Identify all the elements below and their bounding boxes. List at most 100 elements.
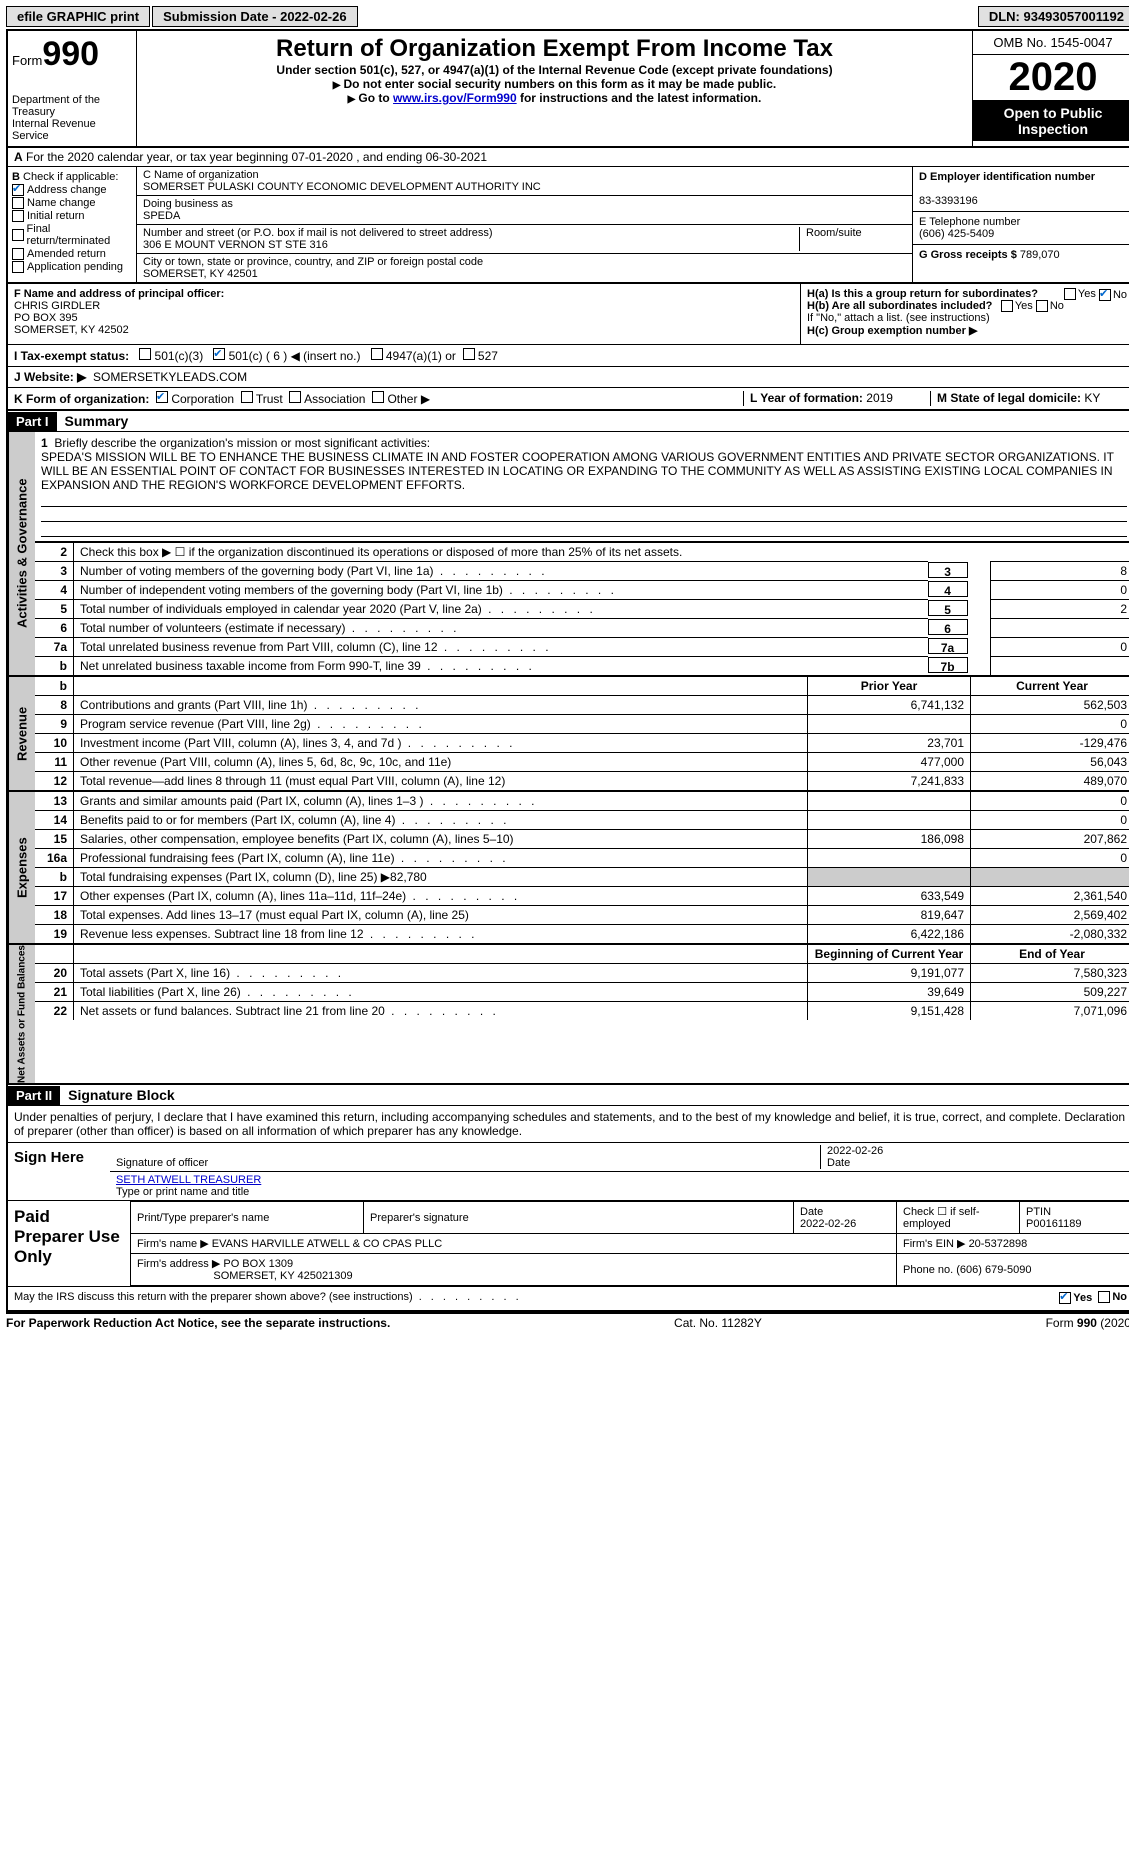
form-title: Return of Organization Exempt From Incom… xyxy=(141,35,968,63)
hb-yes[interactable] xyxy=(1001,300,1013,312)
r10: Investment income (Part VIII, column (A)… xyxy=(74,734,808,753)
r17py: 633,549 xyxy=(808,887,971,906)
q4v: 0 xyxy=(991,581,1129,600)
q3: Number of voting members of the governin… xyxy=(74,562,928,581)
officer-name-title[interactable]: SETH ATWELL TREASURER xyxy=(116,1174,261,1186)
r12: Total revenue—add lines 8 through 11 (mu… xyxy=(74,772,808,791)
instruct1: Do not enter social security numbers on … xyxy=(343,77,776,91)
r16apy xyxy=(808,849,971,868)
activities-section: Activities & Governance 1 Briefly descri… xyxy=(6,432,1129,677)
l-label: L Year of formation: xyxy=(750,391,863,405)
checkbox-amended[interactable] xyxy=(12,248,24,260)
discuss-yes[interactable] xyxy=(1059,1292,1071,1304)
4947a1: 4947(a)(1) or xyxy=(386,349,456,363)
r21: Total liabilities (Part X, line 26) xyxy=(74,983,808,1002)
prep-name-label: Print/Type preparer's name xyxy=(131,1202,364,1234)
submission-date: Submission Date - 2022-02-26 xyxy=(152,6,358,27)
chk-other[interactable] xyxy=(372,391,384,403)
checkbox-final[interactable] xyxy=(12,229,24,241)
street: 306 E MOUNT VERNON ST STE 316 xyxy=(143,239,328,251)
instruct2-post: for instructions and the latest informat… xyxy=(517,91,762,105)
checkbox-name[interactable] xyxy=(12,197,24,209)
paid-prep-label: Paid Preparer Use Only xyxy=(8,1201,130,1286)
signature-section: Under penalties of perjury, I declare th… xyxy=(6,1106,1129,1312)
dba: SPEDA xyxy=(143,210,180,222)
phone-label: E Telephone number xyxy=(919,216,1020,228)
website: SOMERSETKYLEADS.COM xyxy=(93,370,247,384)
q6: Total number of volunteers (estimate if … xyxy=(74,619,928,638)
open-public: Open to Public Inspection xyxy=(973,101,1129,141)
col-d: D Employer identification number83-33931… xyxy=(912,167,1129,282)
footer-mid: Cat. No. 11282Y xyxy=(674,1316,762,1330)
q7av: 0 xyxy=(991,638,1129,657)
r15py: 186,098 xyxy=(808,830,971,849)
officer-name: CHRIS GIRDLER xyxy=(14,300,100,312)
discuss-no[interactable] xyxy=(1098,1291,1110,1303)
ein-label: D Employer identification number xyxy=(919,171,1095,183)
q7a: Total unrelated business revenue from Pa… xyxy=(74,638,928,657)
r21cy: 509,227 xyxy=(971,983,1129,1002)
r8py: 6,741,132 xyxy=(808,696,971,715)
firm-name: EVANS HARVILLE ATWELL & CO CPAS PLLC xyxy=(212,1238,442,1250)
name-change: Name change xyxy=(27,197,96,209)
r22: Net assets or fund balances. Subtract li… xyxy=(74,1002,808,1021)
hc-label: H(c) Group exemption number ▶ xyxy=(807,325,977,337)
checkbox-initial[interactable] xyxy=(12,210,24,222)
q4: Number of independent voting members of … xyxy=(74,581,928,600)
activities-tab: Activities & Governance xyxy=(8,432,35,675)
r21py: 39,649 xyxy=(808,983,971,1002)
netassets-section: Net Assets or Fund Balances Beginning of… xyxy=(6,945,1129,1085)
prep-date-val: 2022-02-26 xyxy=(800,1218,856,1230)
chk-4947[interactable] xyxy=(371,348,383,360)
r20cy: 7,580,323 xyxy=(971,964,1129,983)
chk-trust[interactable] xyxy=(241,391,253,403)
r11cy: 56,043 xyxy=(971,753,1129,772)
r14py xyxy=(808,811,971,830)
q3v: 8 xyxy=(991,562,1129,581)
py-hdr: Prior Year xyxy=(808,677,971,696)
m-label: M State of legal domicile: xyxy=(937,391,1081,405)
irs-link[interactable]: www.irs.gov/Form990 xyxy=(393,91,517,105)
dept-label: Department of the Treasury Internal Reve… xyxy=(12,94,132,142)
yes-label: Yes xyxy=(1015,300,1033,312)
chk-501c[interactable] xyxy=(213,348,225,360)
efile-button[interactable]: efile GRAPHIC print xyxy=(6,6,150,27)
chk-501c3[interactable] xyxy=(139,348,151,360)
declaration: Under penalties of perjury, I declare th… xyxy=(8,1106,1129,1142)
expenses-table: 13Grants and similar amounts paid (Part … xyxy=(35,792,1129,943)
r8: Contributions and grants (Part VIII, lin… xyxy=(74,696,808,715)
no-label: No xyxy=(1113,289,1127,301)
checkbox-address[interactable] xyxy=(12,184,24,196)
gross: 789,070 xyxy=(1020,249,1060,261)
r20py: 9,191,077 xyxy=(808,964,971,983)
hb-no[interactable] xyxy=(1036,300,1048,312)
r16b: Total fundraising expenses (Part IX, col… xyxy=(74,868,808,887)
firm-addr2: SOMERSET, KY 425021309 xyxy=(213,1270,352,1282)
ha-no[interactable] xyxy=(1099,289,1111,301)
prep-date-label: Date xyxy=(800,1206,823,1218)
f-label: F Name and address of principal officer: xyxy=(14,288,224,300)
501c: 501(c) ( 6 ) ◀ (insert no.) xyxy=(229,349,361,363)
firm-name-label: Firm's name ▶ xyxy=(137,1238,209,1250)
instruct2-pre: Go to xyxy=(358,91,393,105)
city-label: City or town, state or province, country… xyxy=(143,256,483,268)
chk-corp[interactable] xyxy=(156,391,168,403)
r16acy: 0 xyxy=(971,849,1129,868)
r17: Other expenses (Part IX, column (A), lin… xyxy=(74,887,808,906)
na-cy-hdr: End of Year xyxy=(971,945,1129,964)
revenue-section: Revenue bPrior YearCurrent Year 8Contrib… xyxy=(6,677,1129,792)
row-klm: K Form of organization: Corporation Trus… xyxy=(6,388,1129,411)
assoc: Association xyxy=(304,392,365,406)
chk-assoc[interactable] xyxy=(289,391,301,403)
trust: Trust xyxy=(256,392,283,406)
check-label: Check if applicable: xyxy=(23,171,118,183)
501c3: 501(c)(3) xyxy=(155,349,204,363)
chk-527[interactable] xyxy=(463,348,475,360)
form-number: 990 xyxy=(42,35,99,73)
checkbox-application[interactable] xyxy=(12,261,24,273)
sign-here-label: Sign Here xyxy=(8,1143,110,1200)
r19py: 6,422,186 xyxy=(808,925,971,944)
governance-table: 2Check this box ▶ ☐ if the organization … xyxy=(35,542,1129,675)
ha-yes[interactable] xyxy=(1064,288,1076,300)
officer-addr1: PO BOX 395 xyxy=(14,312,78,324)
